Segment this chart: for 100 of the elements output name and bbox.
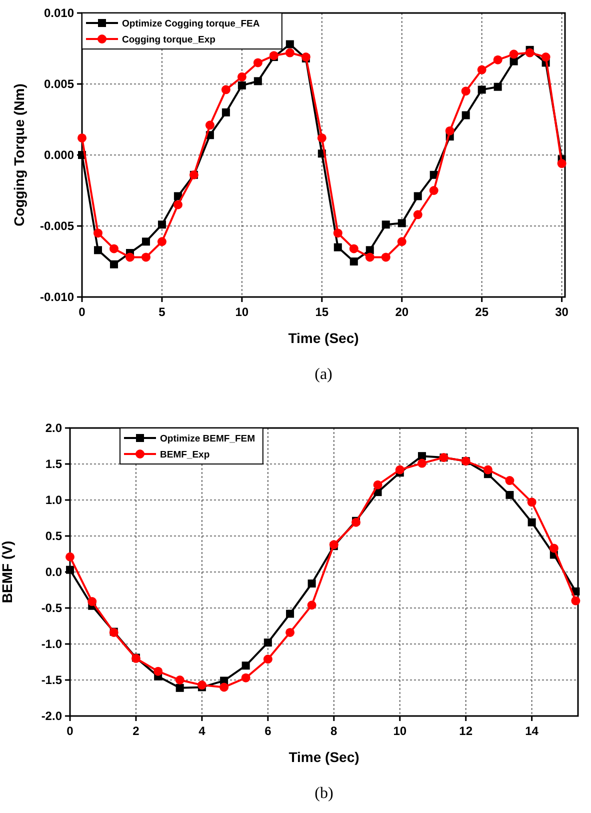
text: (a) — [314, 366, 332, 383]
point — [334, 243, 342, 252]
point — [510, 57, 518, 66]
point — [78, 133, 86, 142]
point — [366, 246, 374, 254]
point — [525, 48, 534, 58]
point — [141, 252, 150, 262]
point — [88, 597, 97, 606]
point — [541, 52, 550, 62]
x-tick-label: 25 — [475, 305, 489, 319]
point — [417, 458, 426, 468]
x-tick-label: 12 — [459, 724, 473, 738]
y-tick-label: -0.005 — [40, 219, 74, 233]
y-tick-label: -1.0 — [41, 637, 62, 651]
point — [397, 237, 406, 246]
point — [173, 200, 182, 210]
point — [365, 252, 374, 262]
point — [398, 219, 406, 228]
point — [254, 77, 262, 86]
point — [478, 86, 486, 94]
y-tick-label: -1.5 — [41, 673, 62, 687]
point — [413, 210, 422, 220]
point — [241, 673, 250, 682]
y-tick-label: 0.000 — [44, 148, 74, 162]
point — [222, 108, 230, 116]
point — [242, 662, 250, 670]
x-tick-label: 8 — [330, 724, 338, 738]
point — [175, 676, 184, 684]
point — [373, 480, 382, 490]
y-tick-label: 2.0 — [45, 421, 62, 435]
point — [286, 610, 294, 618]
x-tick-label: 2 — [132, 724, 140, 738]
point — [253, 58, 262, 68]
point — [158, 220, 166, 229]
y-axis-title: BEMF (V) — [0, 540, 15, 604]
point — [509, 50, 518, 59]
point — [237, 72, 246, 82]
point — [381, 252, 390, 262]
point — [176, 684, 184, 692]
point — [142, 238, 150, 246]
y-tick-label: -0.5 — [41, 601, 62, 615]
point — [571, 596, 580, 606]
point — [382, 220, 390, 229]
point — [157, 237, 166, 246]
point — [286, 628, 295, 637]
x-tick-label: 4 — [198, 724, 206, 738]
point — [154, 666, 163, 676]
y-tick-label: -2.0 — [41, 709, 62, 723]
point — [174, 192, 182, 200]
point — [350, 258, 358, 266]
x-tick-label: 20 — [395, 305, 409, 319]
x-axis-title: Time (Sec) — [288, 330, 359, 346]
point — [445, 126, 454, 136]
point — [549, 544, 558, 553]
y-tick-label: 1.5 — [45, 457, 62, 471]
x-tick-label: 10 — [235, 305, 249, 319]
point — [238, 81, 246, 90]
point — [286, 40, 294, 48]
point — [264, 638, 272, 647]
legend-label: BEMF_Exp — [160, 450, 210, 460]
point — [110, 260, 118, 268]
x-axis-title: Time (Sec) — [288, 749, 360, 765]
point — [477, 65, 486, 74]
y-tick-label: 0.010 — [44, 6, 74, 20]
y-tick-label: -0.010 — [40, 290, 74, 304]
y-axis-title: Cogging Torque (Nm) — [11, 84, 27, 226]
point — [483, 465, 492, 474]
point — [125, 252, 134, 262]
point — [220, 682, 229, 692]
point — [221, 85, 230, 94]
y-tick-label: 0.0 — [45, 565, 62, 579]
y-tick-label: 0.5 — [45, 529, 62, 543]
point — [308, 580, 316, 588]
y-tick-label: 1.0 — [45, 493, 62, 507]
legend-label: Optimize BEMF_FEM — [160, 434, 256, 444]
point — [527, 498, 536, 507]
legend-label: Optimize Cogging torque_FEA — [122, 18, 260, 30]
point — [317, 133, 326, 142]
point — [429, 186, 438, 195]
point — [461, 86, 470, 96]
point — [263, 654, 272, 664]
point — [528, 518, 536, 526]
point — [557, 159, 566, 168]
point — [285, 48, 294, 58]
point — [93, 228, 102, 238]
x-tick-label: 0 — [78, 305, 86, 319]
point — [506, 490, 514, 499]
point — [109, 244, 118, 254]
point — [197, 680, 206, 690]
point — [493, 55, 502, 64]
point — [205, 120, 214, 130]
point — [395, 465, 404, 474]
point — [349, 244, 358, 254]
point — [94, 246, 102, 254]
x-tick-label: 10 — [393, 724, 407, 738]
point — [414, 192, 422, 200]
point — [494, 82, 502, 91]
x-tick-label: 5 — [158, 305, 166, 319]
point — [333, 228, 342, 238]
point — [462, 111, 470, 120]
